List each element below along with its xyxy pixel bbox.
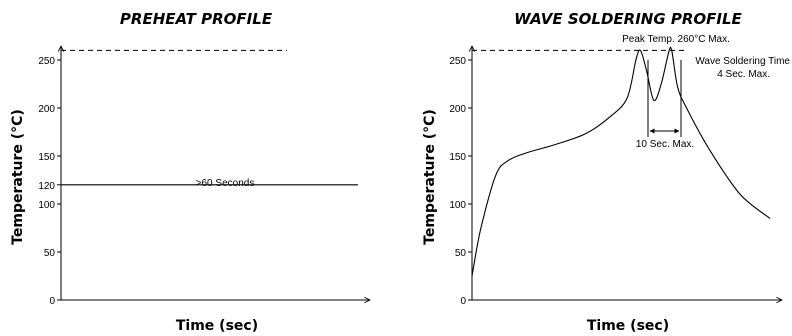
- wave-x-axis-label: Time (sec): [587, 318, 669, 334]
- wave-y-tick-label: 200: [449, 104, 466, 115]
- preheat-y-ticks: 0 50 100 120 150 200 250: [38, 56, 61, 307]
- preheat-y-axis-label: Temperature (°C): [10, 109, 26, 245]
- preheat-y-tick-label: 0: [49, 296, 55, 307]
- wave-y-tick-label: 250: [449, 56, 466, 67]
- preheat-y-tick-label: 250: [38, 56, 55, 67]
- wave-y-ticks: 0 50 100 150 200 250: [449, 56, 472, 307]
- preheat-x-axis-label: Time (sec): [176, 318, 258, 334]
- wave-y-tick-label: 100: [449, 200, 466, 211]
- preheat-chart: PREHEAT PROFILE Temperature (°C) Time (s…: [10, 10, 370, 334]
- wave-title: WAVE SOLDERING PROFILE: [514, 10, 742, 28]
- wave-y-tick-label: 50: [455, 248, 467, 259]
- preheat-y-tick-label: 200: [38, 104, 55, 115]
- preheat-title: PREHEAT PROFILE: [120, 10, 273, 28]
- ten-sec-annotation: 10 Sec. Max.: [636, 139, 694, 150]
- preheat-y-tick-label: 150: [38, 152, 55, 163]
- wave-soldering-chart: WAVE SOLDERING PROFILE Temperature (°C) …: [422, 10, 790, 334]
- wave-time-annotation-line2: 4 Sec. Max.: [717, 69, 770, 80]
- wave-time-annotation-line1: Wave Soldering Time: [695, 56, 790, 67]
- wave-y-tick-label: 150: [449, 152, 466, 163]
- wave-y-tick-label: 0: [460, 296, 466, 307]
- wave-series-line: [471, 46, 771, 277]
- peak-temp-annotation: Peak Temp. 260°C Max.: [622, 34, 730, 45]
- preheat-duration-annotation: >60 Seconds: [196, 178, 255, 189]
- preheat-y-tick-label: 100: [38, 200, 55, 211]
- preheat-y-tick-label: 50: [44, 248, 56, 259]
- wave-y-axis-label: Temperature (°C): [422, 109, 438, 245]
- preheat-y-tick-label: 120: [38, 181, 55, 192]
